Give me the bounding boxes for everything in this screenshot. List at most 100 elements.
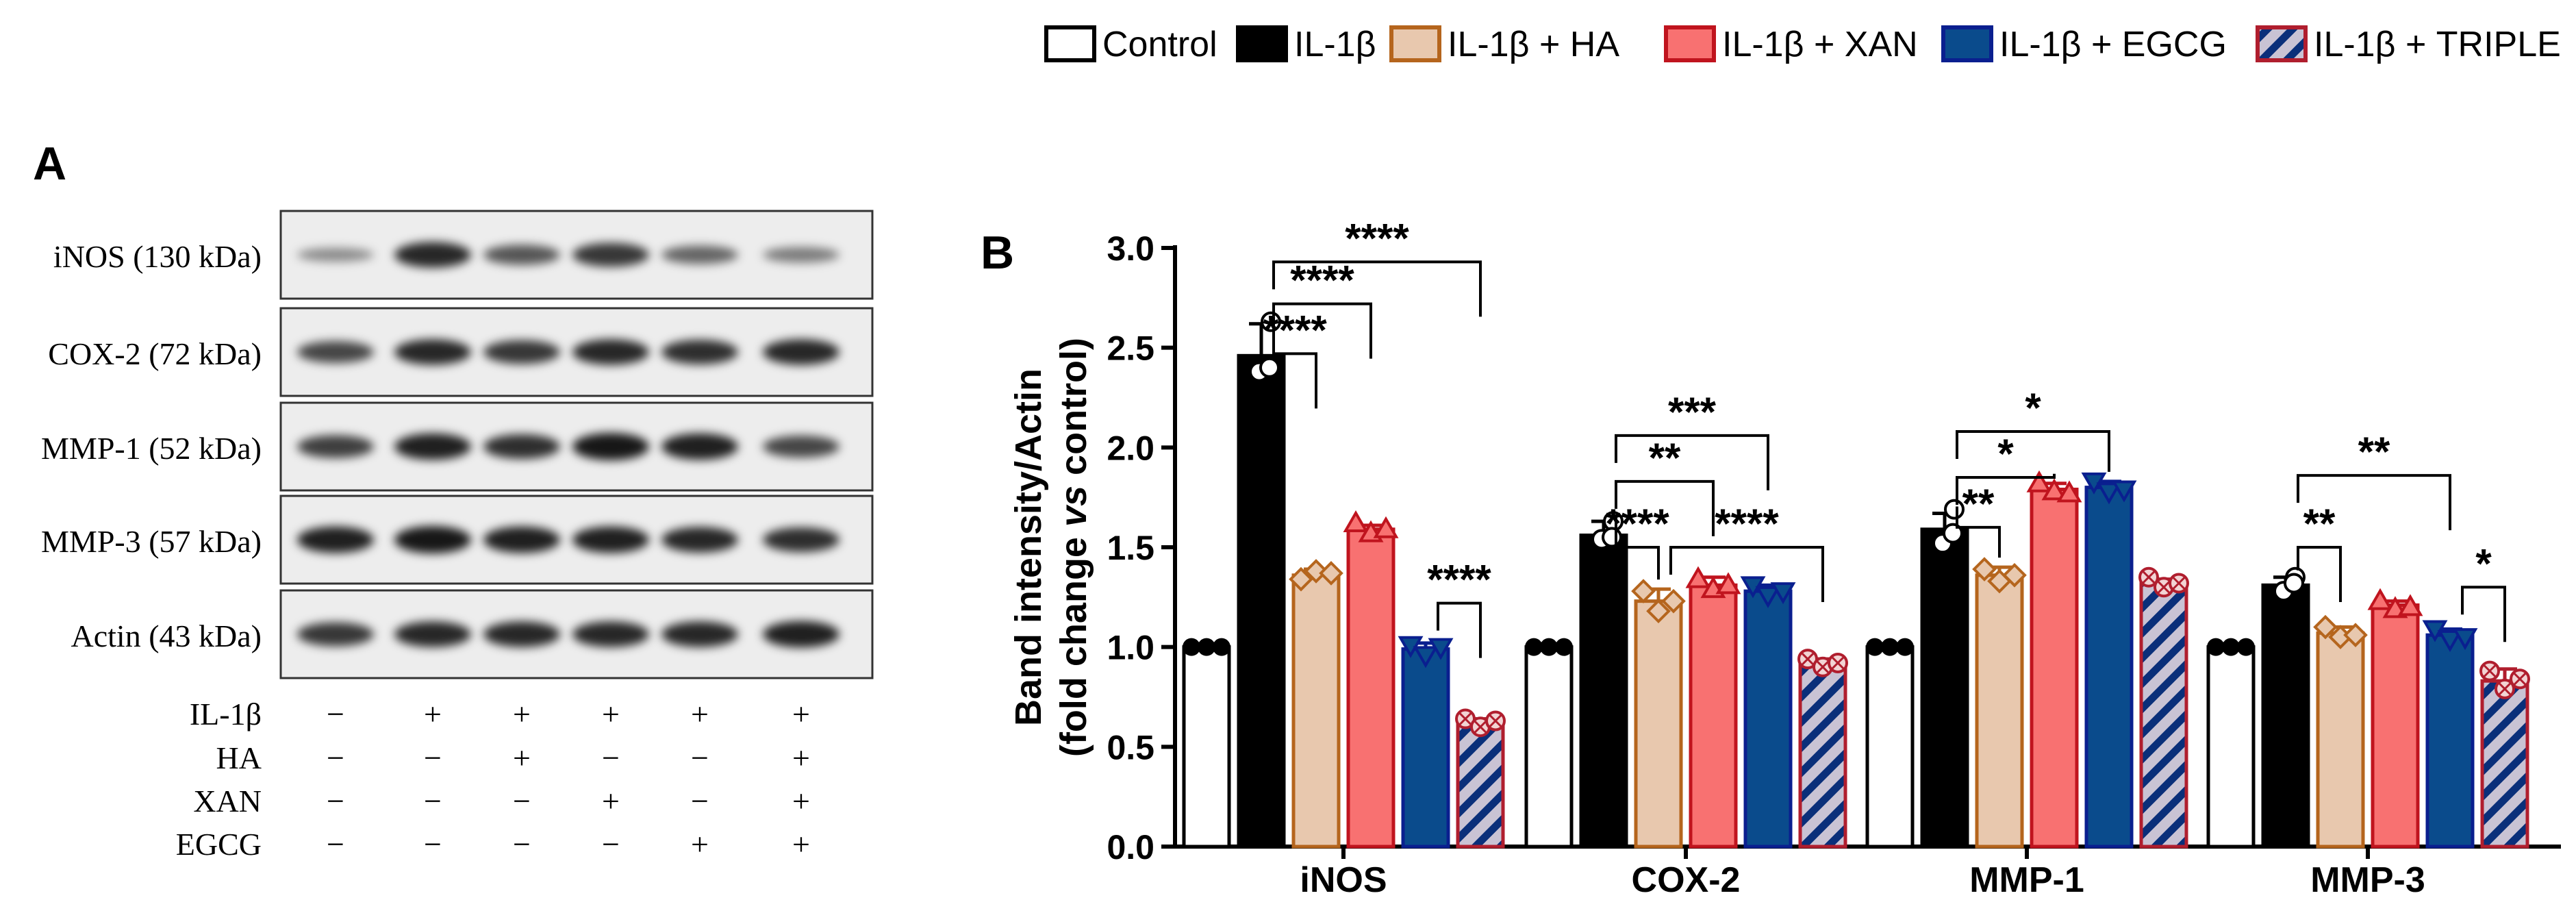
bar: [1346, 527, 1396, 849]
bar: [1689, 583, 1738, 849]
data-point: [1631, 579, 1656, 603]
bar: [1920, 527, 1969, 849]
data-point: [1866, 638, 1884, 656]
condition-sign: −: [691, 784, 709, 818]
blot-band: [572, 339, 649, 365]
data-point: [1428, 638, 1454, 660]
bar: [1975, 573, 2024, 849]
blot-band: [763, 247, 839, 263]
x-category-label: COX-2: [1632, 860, 1741, 900]
bar: [2084, 486, 2134, 849]
bar: [1237, 353, 1286, 849]
blot-band: [661, 621, 738, 647]
blot-band: [394, 433, 471, 460]
data-point: [2313, 614, 2338, 640]
legend-label: Control: [1102, 25, 1217, 64]
significance-label: **: [1962, 481, 1995, 527]
bar: [1524, 645, 1574, 849]
data-point: [2367, 588, 2393, 610]
blot-label: Actin (43 kDa): [71, 618, 262, 653]
panel-a-label: A: [33, 138, 66, 190]
data-point: [1646, 599, 1671, 624]
blot-band: [661, 245, 738, 264]
condition-name: IL-1β: [190, 697, 262, 732]
significance-label: *: [2025, 385, 2041, 431]
data-point: [1525, 638, 1543, 656]
data-point: [1259, 357, 1280, 378]
condition-sign: −: [602, 740, 620, 775]
bar-chart: 0.0 0.5 1.0 1.5 2.0 2.5 3.0 Band intensity/Acti…: [1008, 215, 2561, 900]
bar: [2030, 488, 2079, 849]
data-point-cross: [2512, 672, 2527, 686]
data-point: [1944, 499, 1965, 520]
significance-bracket: [1669, 546, 1824, 602]
significance-label: ****: [1605, 501, 1669, 547]
condition-sign: +: [691, 697, 709, 732]
data-point: [1319, 561, 1343, 586]
data-point: [2096, 482, 2122, 505]
y-tick-label: 2.0: [1107, 429, 1154, 467]
legend-swatch: [1389, 25, 1441, 62]
data-point: [1198, 638, 1215, 656]
data-point: [1755, 586, 1781, 608]
bar: [2206, 645, 2256, 849]
y-tick-label: 0.5: [1107, 728, 1154, 766]
data-point: [1972, 557, 1997, 582]
blot-band: [297, 622, 374, 647]
significance-label: ***: [1668, 389, 1717, 435]
y-tick-label: 0.0: [1107, 828, 1154, 866]
data-point-cross: [1488, 714, 1503, 728]
bar: [1865, 645, 1915, 849]
y-axis-label: Band intensity/Actin: [1008, 368, 1049, 726]
data-point: [2284, 573, 2304, 594]
bar: [2480, 679, 2529, 849]
blot-band: [394, 526, 471, 553]
blot-band: [763, 435, 839, 458]
data-point: [1943, 523, 1963, 544]
blot-band: [297, 526, 374, 553]
condition-sign: +: [424, 697, 442, 732]
data-point-cross: [2156, 580, 2171, 595]
data-point-cross: [2141, 570, 2156, 584]
condition-sign: +: [792, 784, 810, 818]
y-axis-label-2: (fold change vs control): [1053, 338, 1094, 757]
bar: [1401, 647, 1450, 849]
condition-sign: +: [602, 697, 620, 732]
data-point-cross: [2482, 664, 2497, 678]
data-point-cross: [1800, 652, 1815, 666]
blot-band: [297, 340, 374, 364]
legend-label: IL-1β + TRIPLE: [2314, 25, 2561, 64]
y-axis-label-prefix: (fold change: [1053, 527, 1094, 757]
data-point: [2111, 480, 2137, 503]
data-point: [1213, 638, 1230, 656]
blot-band: [483, 434, 560, 460]
blot-band: [394, 242, 471, 268]
bar: [1579, 534, 1628, 849]
blot-label: iNOS (130 kDa): [53, 239, 262, 274]
condition-sign: −: [691, 740, 709, 775]
bar: [2139, 581, 2188, 849]
blot-band: [572, 526, 649, 553]
data-point: [2002, 562, 2027, 588]
data-point: [1261, 311, 1281, 332]
condition-name: EGCG: [176, 827, 262, 862]
condition-sign: −: [424, 784, 442, 818]
condition-sign: −: [513, 784, 531, 818]
bar: [1798, 661, 1847, 849]
bar: [1182, 645, 1231, 849]
condition-sign: +: [691, 827, 709, 862]
significance-bracket: [1956, 473, 2056, 505]
condition-sign: −: [424, 827, 442, 862]
blot-band: [483, 526, 560, 553]
blot-band: [661, 527, 738, 553]
data-point: [1540, 638, 1558, 656]
condition-name: XAN: [193, 784, 262, 818]
data-point: [2041, 478, 2067, 501]
bar: [2425, 633, 2475, 849]
significance-bracket: [1956, 430, 2110, 472]
panel-b-label: B: [981, 227, 1014, 279]
data-point: [1183, 638, 1200, 656]
data-point: [2026, 470, 2052, 492]
significance-bracket: [1272, 260, 1482, 317]
condition-sign: −: [327, 827, 344, 862]
